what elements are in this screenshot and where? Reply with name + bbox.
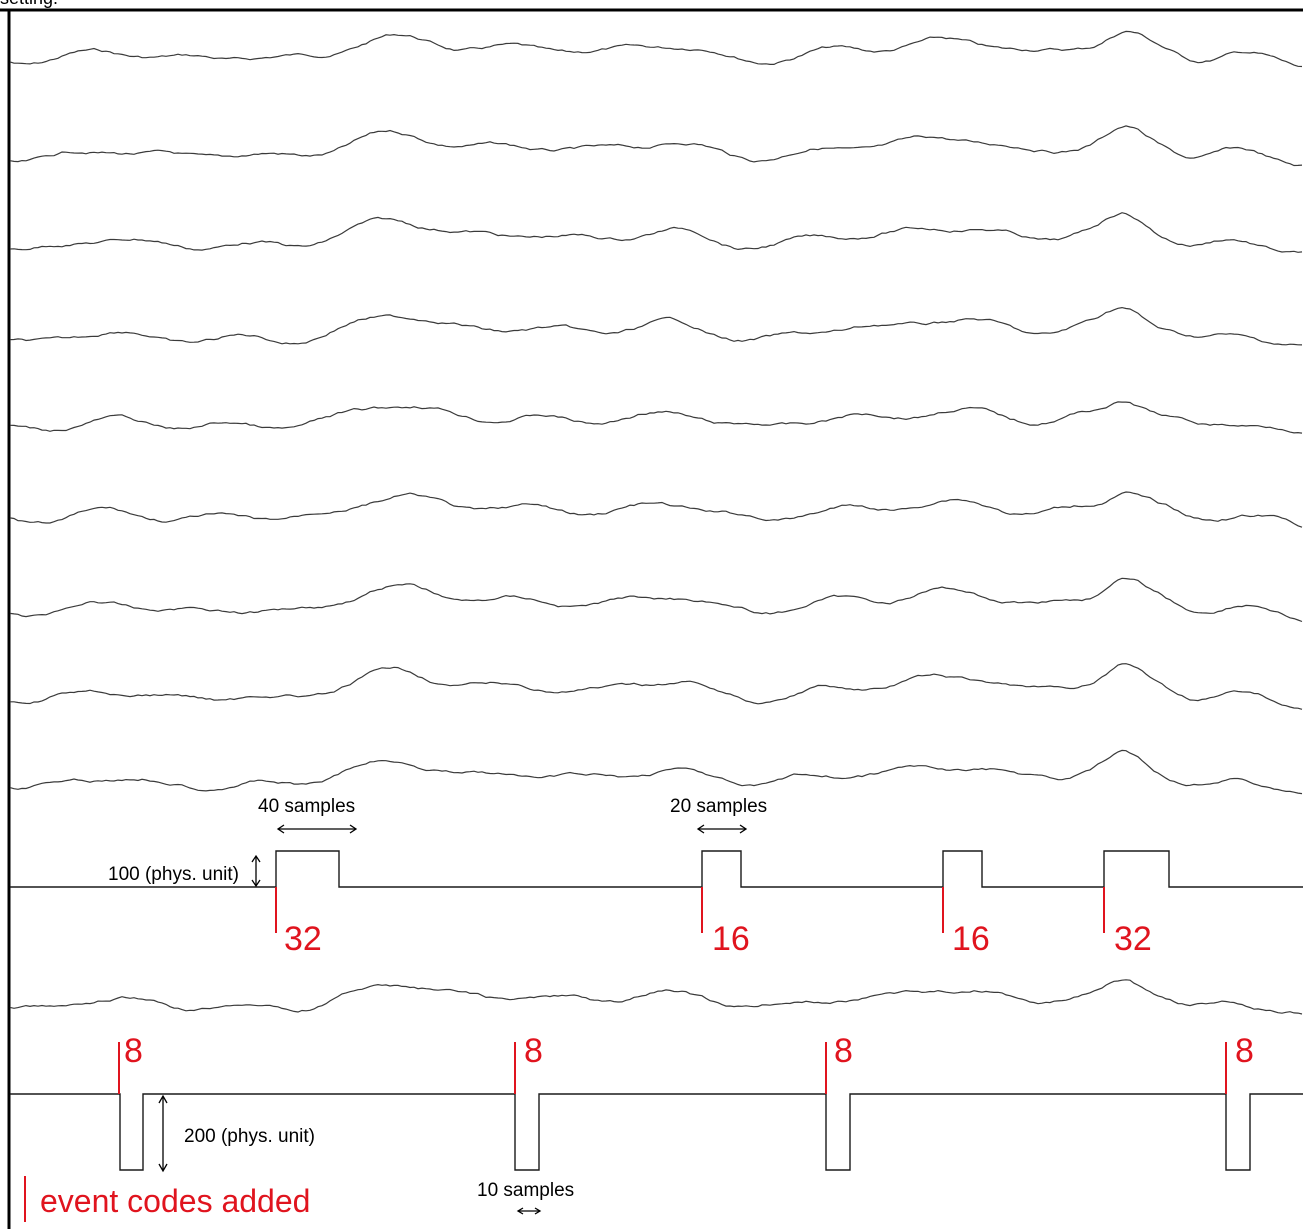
- event-code: 8: [524, 1032, 543, 1070]
- arrow-head-right: [349, 824, 358, 834]
- amplitude-label-100: 100 (phys. unit): [108, 864, 239, 885]
- legend-label: event codes added: [40, 1183, 310, 1219]
- event-code: 16: [952, 920, 990, 958]
- eeg-trace: [9, 212, 1303, 253]
- arrow-head-left: [516, 1207, 524, 1215]
- eeg-trace: [9, 749, 1303, 795]
- eeg-trace: [9, 979, 1303, 1015]
- eeg-trace: [9, 491, 1303, 528]
- arrow-head-left: [696, 824, 705, 834]
- eeg-trace: [9, 30, 1303, 68]
- event-code: 32: [1114, 920, 1152, 958]
- arrow-head-up: [158, 1094, 168, 1104]
- event-code: 32: [284, 920, 322, 958]
- width-label-40: 40 samples: [258, 796, 355, 817]
- eeg-trace: [9, 577, 1303, 623]
- eeg-trace: [9, 306, 1303, 346]
- trigger-channel-1: [10, 850, 1303, 888]
- width-label-10: 10 samples: [477, 1180, 574, 1201]
- arrow-head-up: [251, 854, 261, 863]
- arrow-head-right: [739, 824, 748, 834]
- event-code: 16: [712, 920, 750, 958]
- eeg-trace: [9, 125, 1303, 167]
- amplitude-label-200: 200 (phys. unit): [184, 1126, 315, 1147]
- eeg-trace: [9, 401, 1303, 434]
- arrow-head-down: [158, 1163, 168, 1173]
- event-code: 8: [1235, 1032, 1254, 1070]
- eeg-trace: [10, 663, 1303, 710]
- arrow-head-left: [276, 824, 285, 834]
- event-code: 8: [834, 1032, 853, 1070]
- header-text: setting.: [0, 0, 58, 9]
- event-code: 8: [124, 1032, 143, 1070]
- width-label-20: 20 samples: [670, 796, 767, 817]
- arrow-head-right: [534, 1207, 542, 1215]
- arrow-head-down: [251, 879, 261, 888]
- eeg-traces: [9, 30, 1303, 1015]
- trigger-channel-2: [10, 1093, 1303, 1171]
